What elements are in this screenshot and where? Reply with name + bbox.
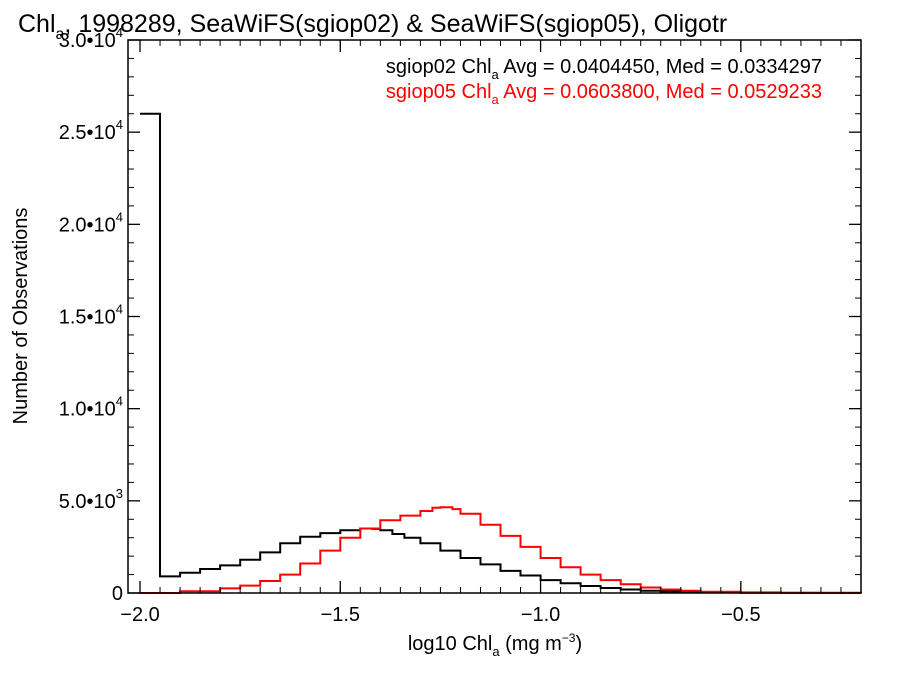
x-axis-title-superscript: −3 — [562, 631, 576, 645]
y-tick-label-4: 2.0•104 — [59, 209, 123, 236]
ticks-layer: −2.0 −1.5 −1.0 −0.5 0 5.0•103 1.0•104 1.5•104 2.… — [59, 25, 862, 626]
y-tick-label-6: 3.0•104 — [59, 25, 123, 52]
legend-sgiop05-post: Avg = 0.0603800, Med = 0.0529233 — [499, 81, 822, 103]
legend-sgiop02-pre: sgiop02 Chl — [386, 56, 492, 78]
x-axis-title-subscript: a — [492, 644, 500, 659]
x-tick-label-0: −2.0 — [120, 604, 159, 626]
legend-sgiop05: sgiop05 Chla Avg = 0.0603800, Med = 0.05… — [386, 81, 822, 107]
x-axis-title-mid: (mg m — [500, 633, 562, 655]
y-tick-label-0: 0 — [112, 583, 123, 605]
plot-frame — [127, 39, 862, 594]
legend-sgiop05-pre: sgiop05 Chl — [386, 81, 492, 103]
series-line-sgiop05 — [140, 506, 862, 594]
y-tick-label-5: 2.5•104 — [59, 117, 123, 144]
legend-sgiop02: sgiop02 Chla Avg = 0.0404450, Med = 0.03… — [386, 56, 822, 82]
chart-title-main: Chl — [18, 10, 56, 38]
y-tick-label-1: 5.0•103 — [59, 486, 123, 513]
series-line-sgiop02 — [140, 112, 862, 594]
legend-sgiop02-post: Avg = 0.0404450, Med = 0.0334297 — [499, 56, 822, 78]
chart-title: Chla, 1998289, SeaWiFS(sgiop02) & SeaWiF… — [18, 10, 727, 43]
x-axis-title: log10 Chla (mg m−3) — [408, 631, 582, 659]
y-axis-title: Number of Observations — [10, 208, 32, 425]
x-axis-title-post: ) — [575, 633, 582, 655]
x-axis-title-pre: log10 Chl — [408, 633, 493, 655]
y-tick-label-2: 1.0•104 — [59, 394, 123, 421]
chart-title-rest: , 1998289, SeaWiFS(sgiop02) & SeaWiFS(sg… — [64, 10, 727, 38]
chart-title-subscript: a — [56, 26, 65, 43]
legend-sgiop05-subscript: a — [492, 92, 500, 107]
legend-sgiop02-subscript: a — [492, 67, 500, 82]
x-tick-label-3: −0.5 — [721, 604, 760, 626]
series-layer — [140, 112, 862, 594]
x-tick-label-1: −1.5 — [321, 604, 360, 626]
x-tick-label-2: −1.0 — [521, 604, 560, 626]
y-tick-label-3: 1.5•104 — [59, 302, 123, 329]
